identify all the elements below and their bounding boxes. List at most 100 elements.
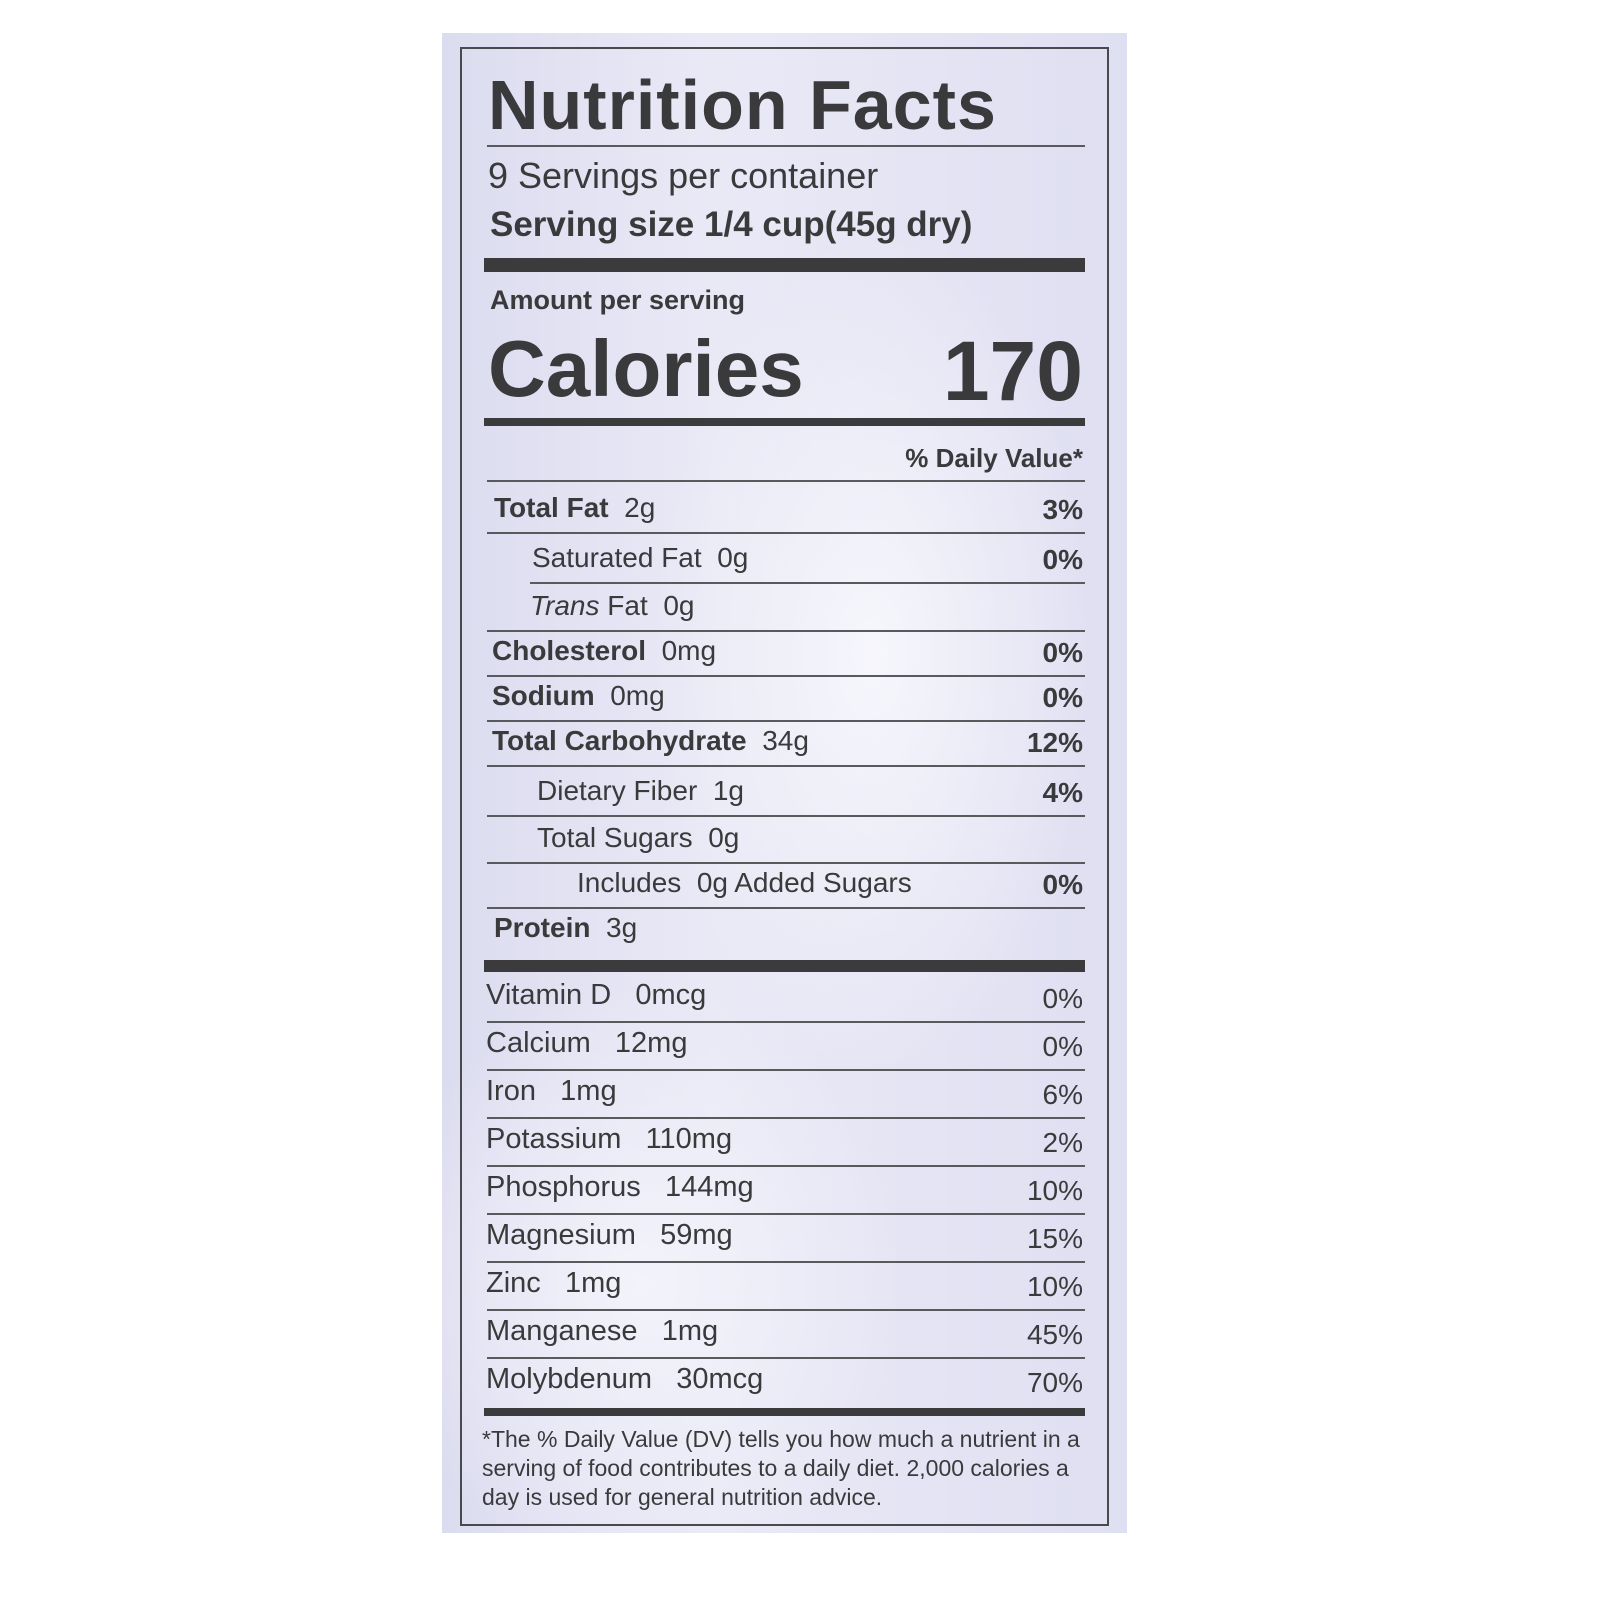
vitamin-daily-value: 0% [1042,983,1083,1014]
nutrient-label: Trans [530,590,600,621]
vitamin-label: Potassium [486,1123,622,1155]
vitamin-amount: 1mg [661,1315,719,1347]
label-border [460,47,1109,1526]
nutrient-name: Sodium 0mg [492,680,665,712]
footnote: *The % Daily Value (DV) tells you how mu… [482,1426,1080,1510]
vitamin-daily-value: 2% [1042,1127,1083,1158]
vitamin-row: Manganese 1mg 45% [442,1311,1127,1359]
vitamin-amount: 110mg [645,1123,733,1155]
vitamin-name: Vitamin D 0mcg [486,979,706,1012]
nutrient-row: Total Sugars 0g [442,818,1127,864]
vitamin-name: Zinc 1mg [486,1267,621,1300]
label-title: Nutrition Facts [488,66,997,144]
nutrient-name: Trans Fat 0g [530,590,694,622]
nutrient-row: Total Fat 2g 3% [442,488,1127,534]
nutrient-label: Total Carbohydrate [492,725,747,756]
nutrient-name: Total Fat 2g [494,492,655,524]
vitamin-name: Phosphorus 144mg [486,1171,754,1204]
vitamin-name: Calcium 12mg [486,1027,687,1060]
nutrient-name: Protein 3g [494,912,637,944]
nutrient-name: Cholesterol 0mg [492,635,716,667]
vitamin-amount: 0mcg [635,979,707,1011]
nutrient-row: Saturated Fat 0g 0% [442,538,1127,584]
vitamin-row: Magnesium 59mg 15% [442,1215,1127,1263]
vitamin-label: Zinc [486,1267,541,1299]
vitamin-daily-value: 10% [1026,1271,1083,1302]
vitamin-name: Potassium 110mg [486,1123,732,1156]
nutrient-daily-value: 0% [1042,869,1083,900]
nutrient-amount: 0mg [610,680,665,711]
nutrient-amount: 1g [712,775,744,806]
vitamin-daily-value: 45% [1026,1319,1083,1350]
vitamin-label: Magnesium [486,1219,636,1251]
nutrient-daily-value: 12% [1026,727,1083,758]
nutrient-amount: 0g [708,822,740,853]
nutrient-label: Includes [577,867,682,898]
nutrient-amount: 2g [624,492,656,523]
nutrient-row: Includes 0g Added Sugars 0% [442,863,1127,909]
vitamin-name: Molybdenum 30mcg [486,1363,763,1396]
vitamin-daily-value: 10% [1026,1175,1083,1206]
vitamin-row: Molybdenum 30mcg 70% [442,1359,1127,1405]
nutrient-daily-value: 3% [1042,494,1083,525]
nutrient-daily-value: 4% [1042,777,1083,808]
nutrient-label: Total Sugars [537,822,693,853]
vitamin-amount: 1mg [564,1267,622,1299]
nutrient-daily-value: 0% [1042,544,1083,575]
nutrient-label: Cholesterol [492,635,647,666]
nutrient-name: Includes 0g Added Sugars [577,867,912,899]
vitamin-name: Magnesium 59mg [486,1219,733,1252]
nutrient-name: Dietary Fiber 1g [537,775,744,807]
nutrient-label: Protein [494,912,591,943]
vitamin-row: Calcium 12mg 0% [442,1023,1127,1071]
nutrient-row: Cholesterol 0mg 0% [442,631,1127,677]
calories-value: 170 [942,324,1083,418]
vitamin-name: Manganese 1mg [486,1315,718,1348]
nutrient-row: Sodium 0mg 0% [442,676,1127,722]
nutrient-row: Protein 3g [442,908,1127,954]
nutrient-row: Total Carbohydrate 34g 12% [442,721,1127,767]
serving-size-label: Serving size [490,205,695,244]
nutrient-amount: 34g [762,725,809,756]
nutrient-label: Sodium [492,680,595,711]
vitamin-row: Vitamin D 0mcg 0% [442,975,1127,1023]
nutrient-name: Total Carbohydrate 34g [492,725,809,757]
nutrient-name: Saturated Fat 0g [532,542,748,574]
vitamin-amount: 59mg [660,1219,733,1251]
amount-per-serving: Amount per serving [490,285,746,315]
vitamin-amount: 1mg [560,1075,617,1107]
vitamin-label: Phosphorus [486,1171,641,1203]
servings-per-container: 9 Servings per container [488,155,879,196]
nutrient-label-suffix: Added Sugars [734,867,912,898]
nutrition-label: Nutrition Facts 9 Servings per container… [442,33,1127,1533]
vitamin-label: Manganese [486,1315,638,1347]
nutrient-amount: 3g [606,912,638,943]
vitamin-amount: 12mg [614,1027,688,1059]
vitamin-row: Potassium 110mg 2% [442,1119,1127,1167]
nutrient-amount: 0g [717,542,749,573]
nutrient-amount: 0mg [661,635,717,666]
nutrient-daily-value: 0% [1042,682,1083,713]
nutrient-row: Dietary Fiber 1g 4% [442,771,1127,817]
nutrient-label: Dietary Fiber [537,775,698,806]
vitamin-amount: 30mcg [676,1363,764,1395]
vitamin-row: Zinc 1mg 10% [442,1263,1127,1311]
serving-size: Serving size 1/4 cup(45g dry) [490,205,972,245]
vitamin-amount: 144mg [664,1171,754,1203]
nutrient-label: Total Fat [494,492,609,523]
calories-label: Calories [488,324,804,413]
nutrient-label: Saturated Fat [532,542,702,573]
nutrient-row: Trans Fat 0g [442,586,1127,632]
vitamin-daily-value: 70% [1026,1367,1083,1398]
vitamin-label: Calcium [486,1027,591,1059]
vitamin-daily-value: 15% [1026,1223,1083,1254]
nutrient-label-suffix: Fat [607,590,648,621]
nutrient-amount: 0g [696,867,729,898]
daily-value-header: % Daily Value* [905,443,1083,473]
vitamin-daily-value: 0% [1042,1031,1083,1062]
vitamin-label: Iron [486,1075,536,1107]
serving-size-value: 1/4 cup(45g dry) [704,205,973,244]
vitamin-label: Molybdenum [486,1363,653,1395]
nutrient-name: Total Sugars 0g [537,822,739,854]
nutrient-daily-value: 0% [1042,637,1083,668]
